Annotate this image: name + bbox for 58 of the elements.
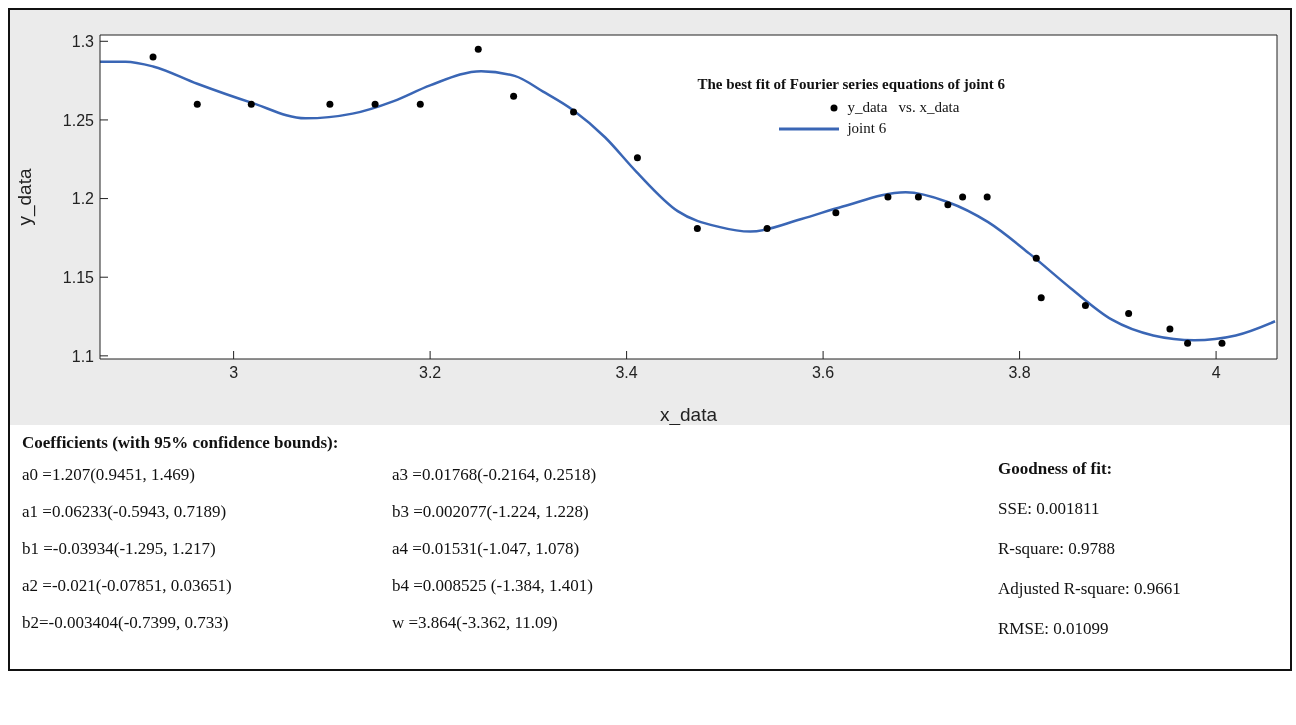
text: a0 =1.207(0.9451, 1.469): [22, 465, 196, 486]
x-axis-title: x_data: [659, 404, 718, 426]
point: [944, 201, 952, 209]
point: [914, 193, 922, 201]
point: [959, 193, 967, 201]
y-tick-label: 1.25: [62, 111, 95, 129]
text: b4 =0.008525 (-1.384, 1.401): [392, 576, 594, 597]
legend-title: The best fit of Fourier series equations of joint 6: [697, 76, 1005, 93]
text: b1 =-0.03934(-1.295, 1.217): [22, 539, 217, 560]
line-series: [100, 60, 1277, 342]
point: [326, 100, 334, 108]
point: [633, 154, 641, 162]
point: [1081, 302, 1089, 310]
y-axis-title: y_data: [13, 168, 36, 226]
y-tick-label: 1.1: [71, 347, 95, 365]
text: SSE: 0.001811: [998, 499, 1101, 520]
point: [1037, 294, 1045, 302]
text: a3 =0.01768(-0.2164, 0.2518): [392, 465, 597, 486]
y-tick-label: 1.15: [62, 268, 95, 286]
point: [416, 100, 424, 108]
point: [1032, 254, 1040, 262]
x-tick-label: 3.4: [615, 364, 638, 382]
point: [983, 193, 991, 201]
point: [832, 209, 840, 217]
point: [193, 100, 201, 108]
x-tick-label: 3.6: [811, 364, 835, 382]
point: [1125, 309, 1133, 317]
point: [884, 193, 892, 201]
text: Adjusted R-square: 0.9661: [998, 579, 1182, 600]
text: R-square: 0.9788: [998, 539, 1117, 560]
point: [474, 45, 482, 53]
legend-label: y_data vs. x_data: [847, 99, 961, 116]
point: [1166, 325, 1174, 333]
x-tick-label: 4: [1211, 364, 1221, 382]
point: [1184, 339, 1192, 347]
text: Coefficients (with 95% confidence bounds):: [22, 433, 340, 453]
point: [510, 92, 518, 100]
point: [763, 224, 771, 232]
text: Goodness of fit:: [998, 459, 1114, 480]
point: [693, 224, 701, 232]
text: RMSE: 0.01099: [998, 619, 1110, 640]
point: [149, 53, 157, 61]
y-tick-label: 1.3: [71, 32, 95, 50]
x-tick-label: 3.8: [1008, 364, 1031, 382]
text: w =3.864(-3.362, 11.09): [392, 613, 559, 634]
text: b2=-0.003404(-0.7399, 0.733): [22, 613, 230, 634]
y-tick-label: 1.2: [71, 190, 95, 208]
x-tick-label: 3: [229, 364, 239, 382]
text: b3 =0.002077(-1.224, 1.228): [392, 502, 590, 523]
point: [570, 108, 578, 116]
x-tick-label: 3.2: [418, 364, 442, 382]
legend-label: joint 6: [847, 120, 888, 137]
point: [1218, 339, 1226, 347]
text: a2 =-0.021(-0.07851, 0.03651): [22, 576, 233, 597]
text: a1 =0.06233(-0.5943, 0.7189): [22, 502, 228, 523]
point: [371, 100, 379, 108]
point: [247, 100, 255, 108]
text: a4 =0.01531(-1.047, 1.078): [392, 539, 581, 560]
